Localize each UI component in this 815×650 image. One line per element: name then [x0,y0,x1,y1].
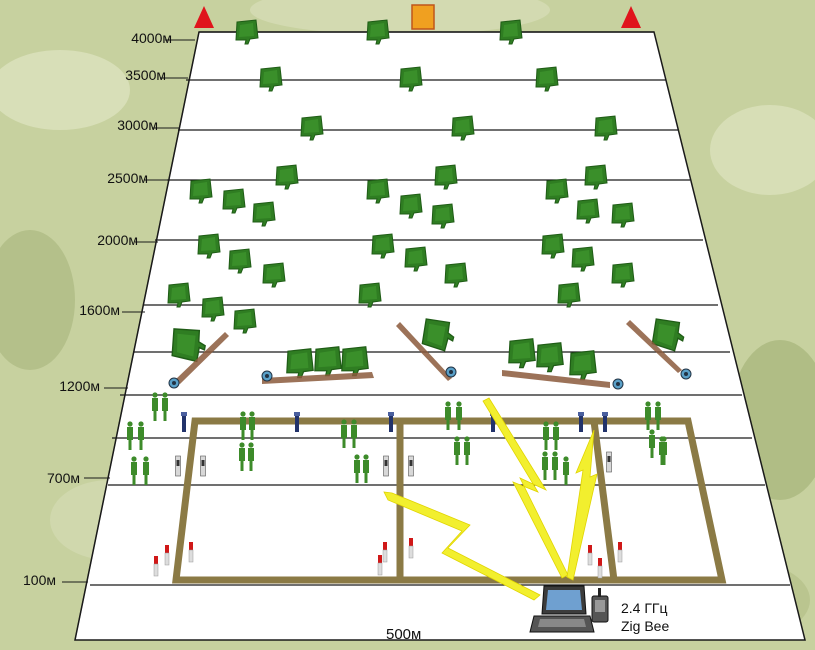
distance-label-3500: 3500м [125,67,166,83]
sensor-post-icon [153,555,159,577]
distance-lines [90,31,790,586]
sensor-post-icon [606,451,612,473]
sensor-post-icon [597,557,603,579]
distance-label-4000: 4000м [131,30,172,46]
radio-frequency-label: 2.4 ГГц [621,600,668,616]
sensor-post-icon [382,541,388,563]
distance-label-100: 100м [23,572,56,588]
distance-label-1600: 1600м [79,302,120,318]
sensor-post-icon [408,455,414,477]
left-ruler [62,31,200,641]
distance-label-2000: 2000м [97,232,138,248]
radio-module-icon [591,588,609,623]
sensor-post-icon [200,455,206,477]
sensor-post-icon [587,544,593,566]
distance-label-700: 700м [47,470,80,486]
logs [175,320,682,388]
field-width-label: 500м [386,626,422,643]
orange-square-icon [411,4,435,30]
sensor-post-icon [175,455,181,477]
radio-protocol-label: Zig Bee [621,618,670,634]
red-triangle-icon [621,6,641,28]
laptop-icon [529,585,595,633]
sensor-post-icon [377,554,383,576]
sensor-post-icon [188,541,194,563]
red-triangle-icon [194,6,214,28]
sensor-post-icon [617,541,623,563]
sensor-post-icon [164,544,170,566]
signal-links [383,397,598,601]
sensor-post-icon [408,537,414,559]
distance-label-3000: 3000м [117,117,158,133]
distance-label-2500: 2500м [107,170,148,186]
sensor-post-icon [383,455,389,477]
distance-label-1200: 1200м [59,378,100,394]
